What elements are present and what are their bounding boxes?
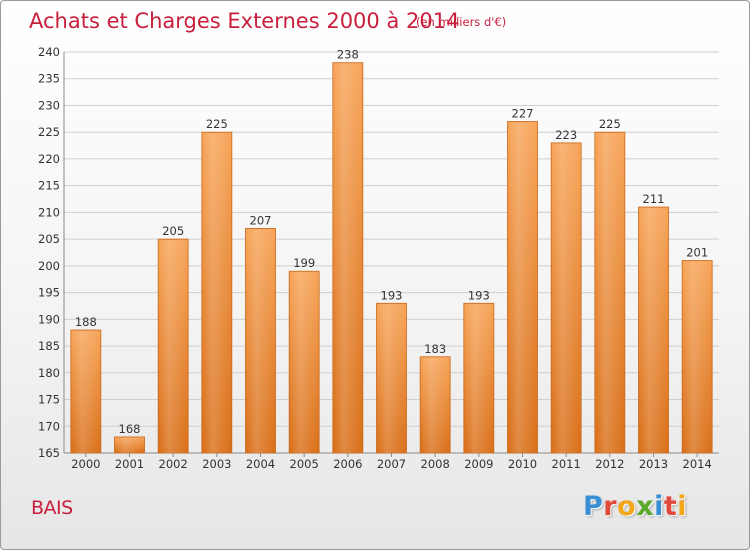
x-tick-label: 2007 — [377, 457, 406, 471]
value-label: 223 — [555, 128, 577, 142]
y-tick-label: 220 — [38, 152, 60, 166]
logo-letter: o — [617, 491, 637, 522]
value-label: 207 — [250, 213, 272, 227]
x-tick-label: 2005 — [290, 457, 319, 471]
y-tick-labels: 165 170 175 180 185 190 195 200 205 210 215 220 225 2… — [38, 45, 60, 460]
value-label: 183 — [424, 342, 446, 356]
value-label: 238 — [337, 48, 359, 62]
x-tick-label: 2014 — [683, 457, 712, 471]
bar-highlight — [377, 304, 406, 453]
logo-letter: r — [603, 491, 618, 522]
bar-highlight — [290, 272, 319, 453]
x-tick-label: 2012 — [595, 457, 624, 471]
y-tick-label: 240 — [38, 45, 60, 59]
bar-highlight — [595, 133, 624, 453]
x-tick-label: 2004 — [246, 457, 275, 471]
value-label: 168 — [119, 422, 141, 436]
x-tick-label: 2003 — [202, 457, 231, 471]
bar-highlight — [159, 240, 188, 453]
chart-subtitle: (en milliers d'€) — [416, 15, 507, 29]
bar-highlight — [639, 208, 668, 453]
value-label: 193 — [381, 288, 403, 302]
bar-highlight — [202, 133, 231, 453]
y-tick-label: 205 — [38, 232, 60, 246]
x-tick-label: 2013 — [639, 457, 668, 471]
logo-letter: P — [583, 491, 604, 522]
value-label: 193 — [468, 288, 490, 302]
x-tick-label: 2002 — [159, 457, 188, 471]
value-label: 225 — [599, 117, 621, 131]
logo-letter: x — [636, 491, 655, 522]
x-tick-label: 2009 — [464, 457, 493, 471]
x-tick-label: 2000 — [71, 457, 100, 471]
y-tick-label: 180 — [38, 366, 60, 380]
x-tick-label: 2001 — [115, 457, 144, 471]
bar-highlight — [683, 261, 712, 453]
bar-highlight — [552, 143, 581, 454]
x-tick-label: 2008 — [421, 457, 450, 471]
bar-highlight — [246, 229, 275, 453]
logo-letter: i — [654, 491, 664, 522]
value-label: 199 — [293, 256, 315, 270]
value-label: 227 — [512, 107, 534, 121]
bar-highlight — [508, 122, 537, 454]
proxiti-logo: Proxiti — [583, 489, 687, 525]
bars — [70, 62, 713, 454]
x-tick-label: 2010 — [508, 457, 537, 471]
y-tick-label: 235 — [38, 72, 60, 86]
x-tick-labels: 2000 2001 2002 2003 2004 2005 2006 2007 2008 2009… — [71, 453, 712, 471]
chart-title: Achats et Charges Externes 2000 à 2014 — [29, 9, 460, 33]
bar-highlight — [421, 357, 450, 453]
value-label: 188 — [75, 315, 97, 329]
x-tick-label: 2006 — [333, 457, 362, 471]
y-tick-label: 185 — [38, 339, 60, 353]
y-tick-label: 165 — [38, 446, 60, 460]
place-name: BAIS — [31, 497, 73, 519]
y-tick-label: 170 — [38, 419, 60, 433]
bar-highlight — [71, 331, 100, 453]
y-tick-label: 200 — [38, 259, 60, 273]
y-tick-label: 190 — [38, 312, 60, 326]
y-tick-label: 210 — [38, 205, 60, 219]
y-tick-label: 230 — [38, 98, 60, 112]
bar-highlight — [115, 437, 144, 453]
value-label: 211 — [643, 192, 665, 206]
bar-highlight — [464, 304, 493, 453]
y-tick-label: 175 — [38, 393, 60, 407]
x-tick-label: 2011 — [552, 457, 581, 471]
y-tick-label: 195 — [38, 286, 60, 300]
value-label: 201 — [686, 246, 708, 260]
value-label: 205 — [162, 224, 184, 238]
bar-highlight — [333, 63, 362, 454]
logo-letter: i — [677, 491, 688, 522]
y-tick-label: 225 — [38, 125, 60, 139]
y-tick-label: 215 — [38, 179, 60, 193]
value-labels: 188 168 205 225 207 199 238 193 183 193 227 223 225 2… — [75, 48, 708, 436]
logo-letter: t — [663, 491, 678, 522]
value-label: 225 — [206, 117, 228, 131]
